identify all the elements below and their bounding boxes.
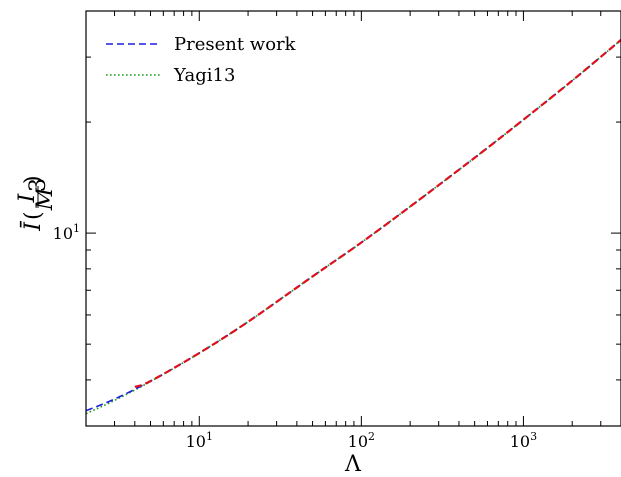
y-tick-label: 101 [53, 222, 80, 243]
x-axis-label: Λ [344, 452, 362, 477]
y-axis-label-frac-num: I [15, 192, 40, 203]
series-line-yagi13 [85, 39, 621, 415]
y-axis-label-close-paren: ) [21, 175, 46, 184]
legend-label-present-work: Present work [174, 34, 297, 55]
x-tick-label: 102 [348, 430, 375, 451]
tick-labels: 101 102 103 101 [53, 222, 537, 451]
x-tick-label: 101 [186, 430, 213, 451]
legend: Present work Yagi13 [106, 34, 297, 86]
legend-label-yagi13: Yagi13 [173, 65, 235, 86]
legend-entry-present-work: Present work [106, 34, 297, 55]
series-line-present-work [85, 39, 621, 412]
y-axis-label-frac-den: M [33, 187, 58, 211]
y-axis-label-main: Ī [20, 221, 46, 232]
minor-ticks [85, 10, 621, 427]
series-line-overlay [134, 39, 621, 388]
legend-entry-yagi13: Yagi13 [106, 65, 235, 86]
y-axis-label: Ī ( I M 3 ) [15, 175, 58, 231]
plot-frame [85, 10, 621, 427]
y-axis-label-open-paren: ( [21, 211, 46, 220]
major-ticks [86, 11, 621, 426]
series-layer [85, 39, 621, 415]
x-tick-label: 103 [510, 430, 537, 451]
y-axis-label-frac-den-exp: 3 [26, 178, 51, 192]
